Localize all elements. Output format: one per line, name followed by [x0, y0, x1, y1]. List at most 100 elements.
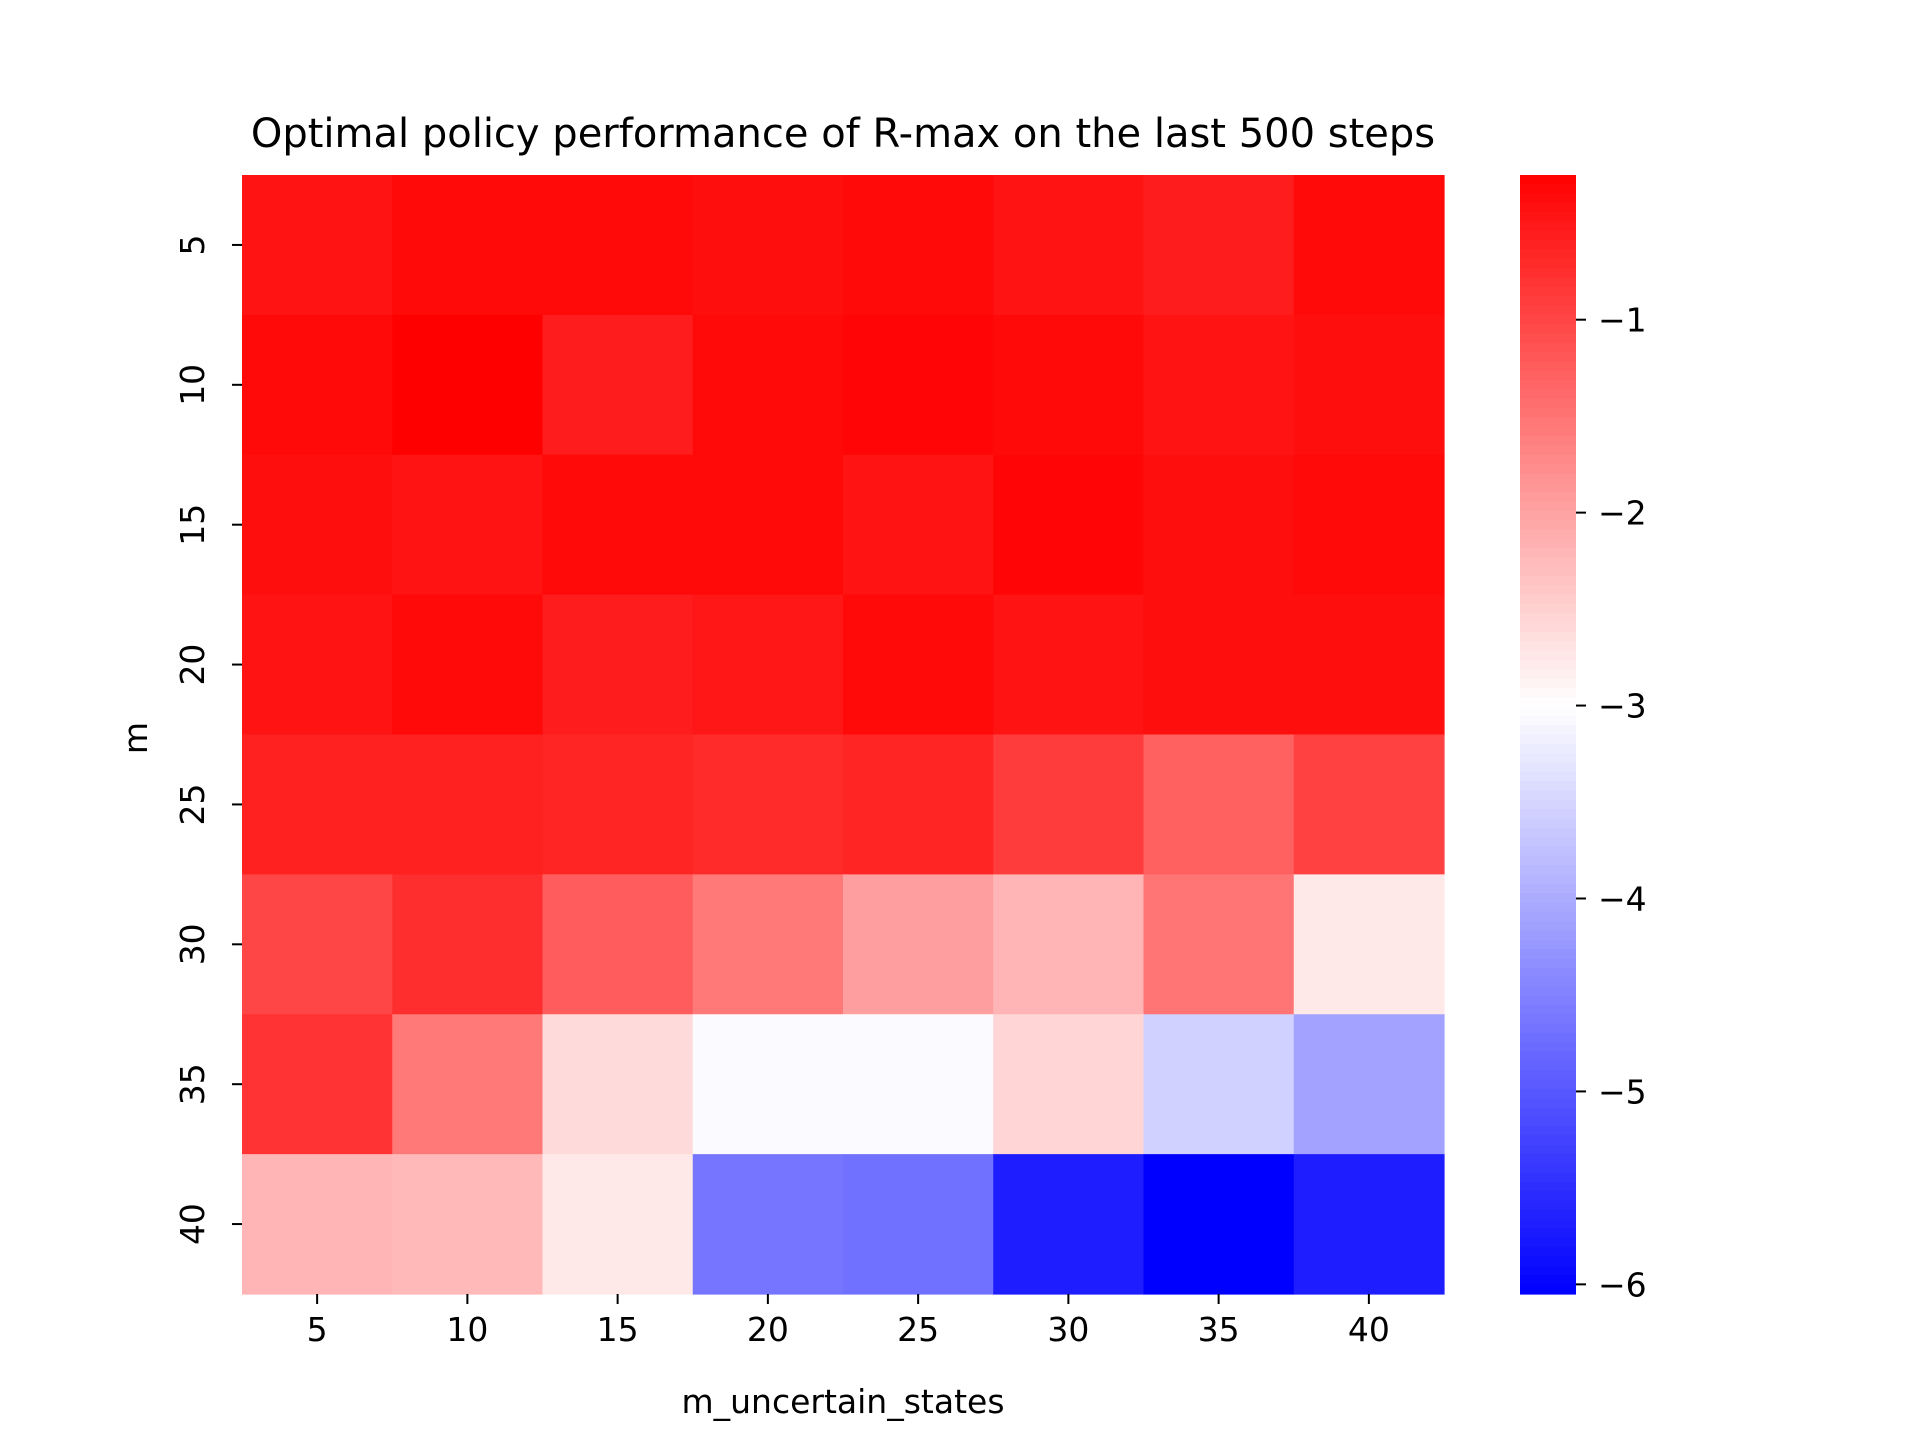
colorbar-tick-label: −2	[1598, 494, 1647, 533]
heatmap-cell-r6-c4	[692, 874, 844, 1015]
heatmap-cell-r1-c8	[1293, 175, 1445, 316]
heatmap-cell-r7-c5	[843, 1014, 994, 1155]
heatmap-cell-r7-c2	[392, 1014, 544, 1155]
heatmap-cell-r2-c2	[392, 314, 544, 456]
colorbar-gradient-segment	[1520, 846, 1576, 857]
chart-title: Optimal policy performance of R-max on t…	[251, 111, 1435, 157]
colorbar-gradient-segment	[1520, 1200, 1576, 1211]
colorbar-tick-label: −1	[1598, 301, 1647, 340]
y-tick-label: 30	[173, 923, 212, 965]
colorbar-gradient-segment	[1520, 1144, 1576, 1155]
colorbar-gradient-segment	[1520, 762, 1576, 773]
colorbar-gradient-segment	[1520, 324, 1576, 335]
colorbar-gradient-segment	[1520, 529, 1576, 540]
colorbar-gradient-segment	[1520, 175, 1576, 185]
heatmap-cell-r6-c7	[1143, 874, 1295, 1015]
colorbar-gradient-segment	[1520, 566, 1576, 577]
colorbar-gradient-segment	[1520, 1135, 1576, 1146]
heatmap-cell-r5-c7	[1143, 734, 1295, 875]
colorbar-gradient-segment	[1520, 855, 1576, 866]
y-tick-label: 20	[173, 644, 212, 686]
heatmap-cell-r8-c1	[242, 1154, 393, 1295]
y-axis: 5 10 15 20 25 30 35 40	[173, 234, 242, 1245]
colorbar-gradient-segment	[1520, 1154, 1576, 1165]
heatmap-cell-r7-c7	[1143, 1014, 1295, 1155]
colorbar-gradient-segment	[1520, 930, 1576, 941]
heatmap-cell-r8-c3	[542, 1154, 694, 1295]
colorbar-gradient-segment	[1520, 659, 1576, 670]
colorbar-gradient-segment	[1520, 1219, 1576, 1230]
x-tick-label: 20	[747, 1310, 789, 1349]
colorbar-gradient-segment	[1520, 883, 1576, 894]
colorbar-gradient-segment	[1520, 268, 1576, 279]
heatmap-cell-r5-c8	[1293, 734, 1445, 875]
heatmap-cell-r4-c8	[1293, 594, 1445, 736]
colorbar-gradient-segment	[1520, 865, 1576, 875]
heatmap-cell-r4-c5	[843, 594, 994, 736]
heatmap-cell-r6-c5	[843, 874, 994, 1015]
colorbar-gradient-segment	[1520, 594, 1576, 605]
heatmap-cell-r1-c3	[542, 175, 694, 316]
heatmap-cell-r3-c8	[1293, 454, 1445, 596]
colorbar-gradient-segment	[1520, 799, 1576, 810]
heatmap-cell-r6-c8	[1293, 874, 1445, 1015]
heatmap-cell-r3-c1	[242, 454, 393, 596]
colorbar-gradient-segment	[1520, 1284, 1576, 1295]
heatmap-cell-r8-c7	[1143, 1154, 1295, 1295]
colorbar-gradient-segment	[1520, 1228, 1576, 1239]
colorbar-gradient-segment	[1520, 1210, 1576, 1220]
colorbar-gradient-segment	[1520, 771, 1576, 782]
heatmap-cell-r7-c6	[993, 1014, 1145, 1155]
colorbar-gradient-segment	[1520, 585, 1576, 596]
colorbar-gradient-segment	[1520, 1088, 1576, 1099]
y-tick-label: 35	[173, 1063, 212, 1105]
colorbar-gradient-segment	[1520, 445, 1576, 456]
colorbar-gradient-segment	[1520, 893, 1576, 903]
heatmap-cell-r2-c5	[843, 314, 994, 456]
colorbar-gradient-segment	[1520, 669, 1576, 680]
colorbar-gradient-segment	[1520, 1042, 1576, 1053]
colorbar-gradient-segment	[1520, 715, 1576, 726]
colorbar-gradient-segment	[1520, 1060, 1576, 1071]
colorbar-gradient-segment	[1520, 818, 1576, 829]
colorbar-tick-label: −4	[1598, 879, 1647, 918]
colorbar-gradient-segment	[1520, 1238, 1576, 1248]
heatmap-cell-r6-c2	[392, 874, 544, 1015]
colorbar-gradient-segment	[1520, 408, 1576, 419]
colorbar-gradient-segment	[1520, 697, 1576, 708]
heatmap-cell-r8-c5	[843, 1154, 994, 1295]
colorbar-gradient-segment	[1520, 221, 1576, 232]
colorbar-gradient-segment	[1520, 1126, 1576, 1137]
heatmap-cell-r7-c4	[692, 1014, 844, 1155]
colorbar-gradient-segment	[1520, 352, 1576, 363]
colorbar-gradient-segment	[1520, 837, 1576, 847]
colorbar-gradient-segment	[1520, 417, 1576, 428]
colorbar-gradient-segment	[1520, 1079, 1576, 1090]
colorbar-gradient-segment	[1520, 501, 1576, 512]
colorbar-gradient-segment	[1520, 193, 1576, 204]
colorbar-gradient-segment	[1520, 1182, 1576, 1193]
colorbar-gradient-segment	[1520, 557, 1576, 568]
colorbar-gradient-segment	[1520, 809, 1576, 820]
x-tick-label: 15	[597, 1310, 639, 1349]
colorbar-gradient-segment	[1520, 743, 1576, 754]
colorbar-gradient-segment	[1520, 641, 1576, 652]
colorbar-gradient-segment	[1520, 781, 1576, 792]
heatmap-cell-r5-c4	[692, 734, 844, 875]
y-tick-label: 15	[173, 504, 212, 546]
x-tick-label: 40	[1348, 1310, 1390, 1349]
heatmap-cell-r7-c8	[1293, 1014, 1445, 1155]
heatmap-cell-r4-c3	[542, 594, 694, 736]
heatmap-cell-r1-c1	[242, 175, 393, 316]
colorbar-gradient-segment	[1520, 538, 1576, 549]
y-tick-label: 5	[173, 234, 212, 255]
heatmap-cell-r2-c4	[692, 314, 844, 456]
heatmap-cell-r2-c8	[1293, 314, 1445, 456]
colorbar-gradient-segment	[1520, 790, 1576, 801]
colorbar-gradient-segment	[1520, 911, 1576, 922]
colorbar-gradient-segment	[1520, 650, 1576, 661]
x-tick-label: 10	[446, 1310, 488, 1349]
colorbar-gradient-segment	[1520, 706, 1576, 717]
colorbar-gradient-segment	[1520, 995, 1576, 1006]
heatmap-cell-r4-c7	[1143, 594, 1295, 736]
